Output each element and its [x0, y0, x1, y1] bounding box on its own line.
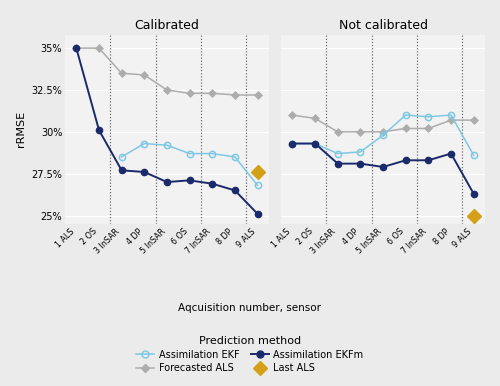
Title: Calibrated: Calibrated: [134, 19, 200, 32]
Legend: Assimilation EKF, Forecasted ALS, Assimilation EKFm, Last ALS: Assimilation EKF, Forecasted ALS, Assimi…: [132, 332, 368, 377]
Title: Not calibrated: Not calibrated: [338, 19, 428, 32]
Y-axis label: rRMSE: rRMSE: [16, 111, 26, 147]
Text: Aqcuisition number, sensor: Aqcuisition number, sensor: [178, 303, 322, 313]
